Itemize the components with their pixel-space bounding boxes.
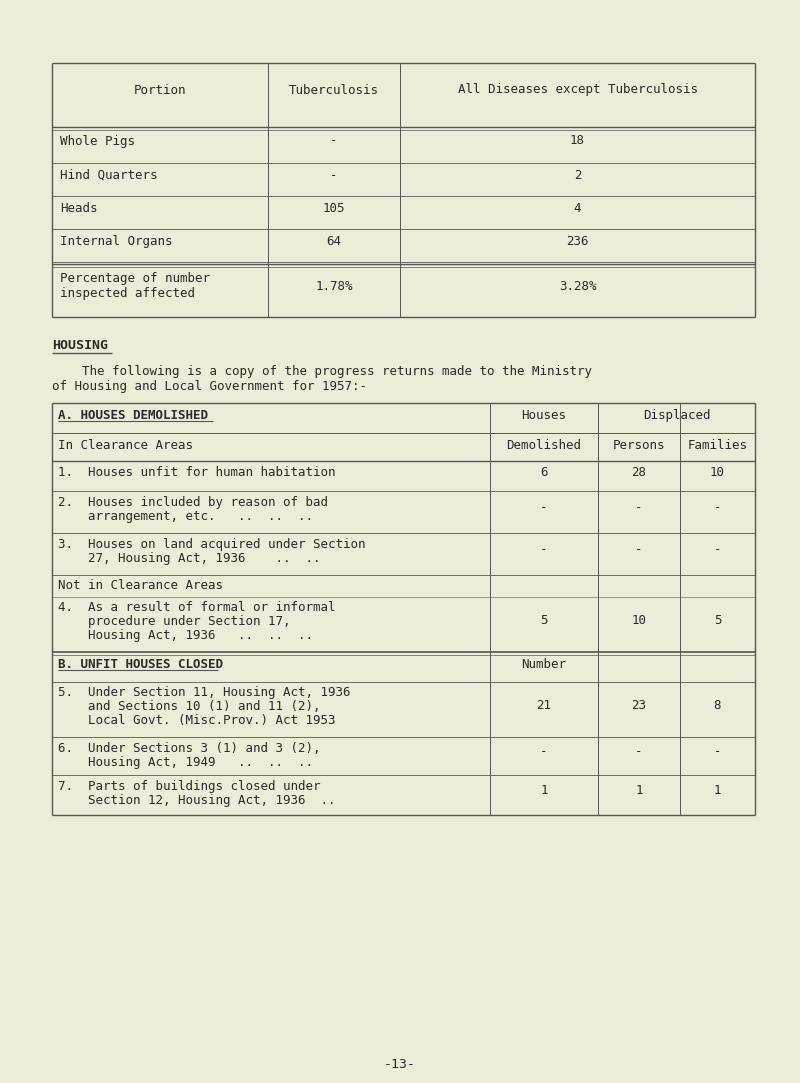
Text: -: - [540,745,548,758]
Text: In Clearance Areas: In Clearance Areas [58,439,193,452]
Text: Section 12, Housing Act, 1936  ..: Section 12, Housing Act, 1936 .. [58,794,335,807]
Text: 7.  Parts of buildings closed under: 7. Parts of buildings closed under [58,780,321,793]
Text: Houses: Houses [522,409,566,422]
Text: 64: 64 [326,235,342,248]
Text: 1.  Houses unfit for human habitation: 1. Houses unfit for human habitation [58,466,335,479]
Text: Housing Act, 1949   ..  ..  ..: Housing Act, 1949 .. .. .. [58,756,313,769]
Text: procedure under Section 17,: procedure under Section 17, [58,615,290,628]
Text: -: - [635,544,642,557]
Text: 5: 5 [714,614,722,627]
Text: Families: Families [687,439,747,452]
Text: 1.78%: 1.78% [315,280,353,293]
Text: 4: 4 [574,203,582,216]
Text: -: - [714,745,722,758]
Text: Persons: Persons [613,439,666,452]
Text: Demolished: Demolished [506,439,582,452]
Text: -13-: -13- [384,1058,416,1071]
Text: Whole Pigs: Whole Pigs [60,134,135,147]
Text: 10: 10 [710,466,725,479]
Text: 1: 1 [540,784,548,797]
Text: Heads: Heads [60,203,98,216]
Text: Number: Number [522,658,566,671]
Text: 6.  Under Sections 3 (1) and 3 (2),: 6. Under Sections 3 (1) and 3 (2), [58,742,321,755]
Text: 10: 10 [631,614,646,627]
Text: 105: 105 [322,203,346,216]
Text: -: - [330,134,338,147]
Text: 2: 2 [574,169,582,182]
Text: inspected affected: inspected affected [60,287,195,300]
Text: of Housing and Local Government for 1957:-: of Housing and Local Government for 1957… [52,380,367,393]
Text: A. HOUSES DEMOLISHED: A. HOUSES DEMOLISHED [58,409,208,422]
Text: 3.  Houses on land acquired under Section: 3. Houses on land acquired under Section [58,538,366,551]
Text: 21: 21 [537,699,551,712]
Text: -: - [635,745,642,758]
Text: 6: 6 [540,466,548,479]
Text: -: - [330,169,338,182]
Text: 236: 236 [566,235,589,248]
Text: Displaced: Displaced [642,409,710,422]
Text: HOUSING: HOUSING [52,339,108,352]
Text: 27, Housing Act, 1936    ..  ..: 27, Housing Act, 1936 .. .. [58,552,321,565]
Text: -: - [635,501,642,514]
Text: Tuberculosis: Tuberculosis [289,83,379,96]
Text: 1: 1 [635,784,642,797]
Text: 5.  Under Section 11, Housing Act, 1936: 5. Under Section 11, Housing Act, 1936 [58,686,350,699]
Text: -: - [540,544,548,557]
Text: 23: 23 [631,699,646,712]
Text: and Sections 10 (1) and 11 (2),: and Sections 10 (1) and 11 (2), [58,700,321,713]
Text: 2.  Houses included by reason of bad: 2. Houses included by reason of bad [58,496,328,509]
Text: -: - [540,501,548,514]
Text: 8: 8 [714,699,722,712]
Text: Not in Clearance Areas: Not in Clearance Areas [58,579,223,592]
Text: Internal Organs: Internal Organs [60,235,173,248]
Text: 18: 18 [570,134,585,147]
Text: Local Govt. (Misc.Prov.) Act 1953: Local Govt. (Misc.Prov.) Act 1953 [58,714,335,727]
Text: The following is a copy of the progress returns made to the Ministry: The following is a copy of the progress … [52,365,592,378]
Text: 4.  As a result of formal or informal: 4. As a result of formal or informal [58,601,335,614]
Text: Housing Act, 1936   ..  ..  ..: Housing Act, 1936 .. .. .. [58,629,313,642]
Text: 5: 5 [540,614,548,627]
Text: B. UNFIT HOUSES CLOSED: B. UNFIT HOUSES CLOSED [58,658,223,671]
Text: 1: 1 [714,784,722,797]
Text: -: - [714,544,722,557]
Text: -: - [714,501,722,514]
Text: Portion: Portion [134,83,186,96]
Text: 3.28%: 3.28% [558,280,596,293]
Text: Percentage of number: Percentage of number [60,272,210,285]
Text: arrangement, etc.   ..  ..  ..: arrangement, etc. .. .. .. [58,510,313,523]
Text: All Diseases except Tuberculosis: All Diseases except Tuberculosis [458,83,698,96]
Text: Hind Quarters: Hind Quarters [60,169,158,182]
Text: 28: 28 [631,466,646,479]
